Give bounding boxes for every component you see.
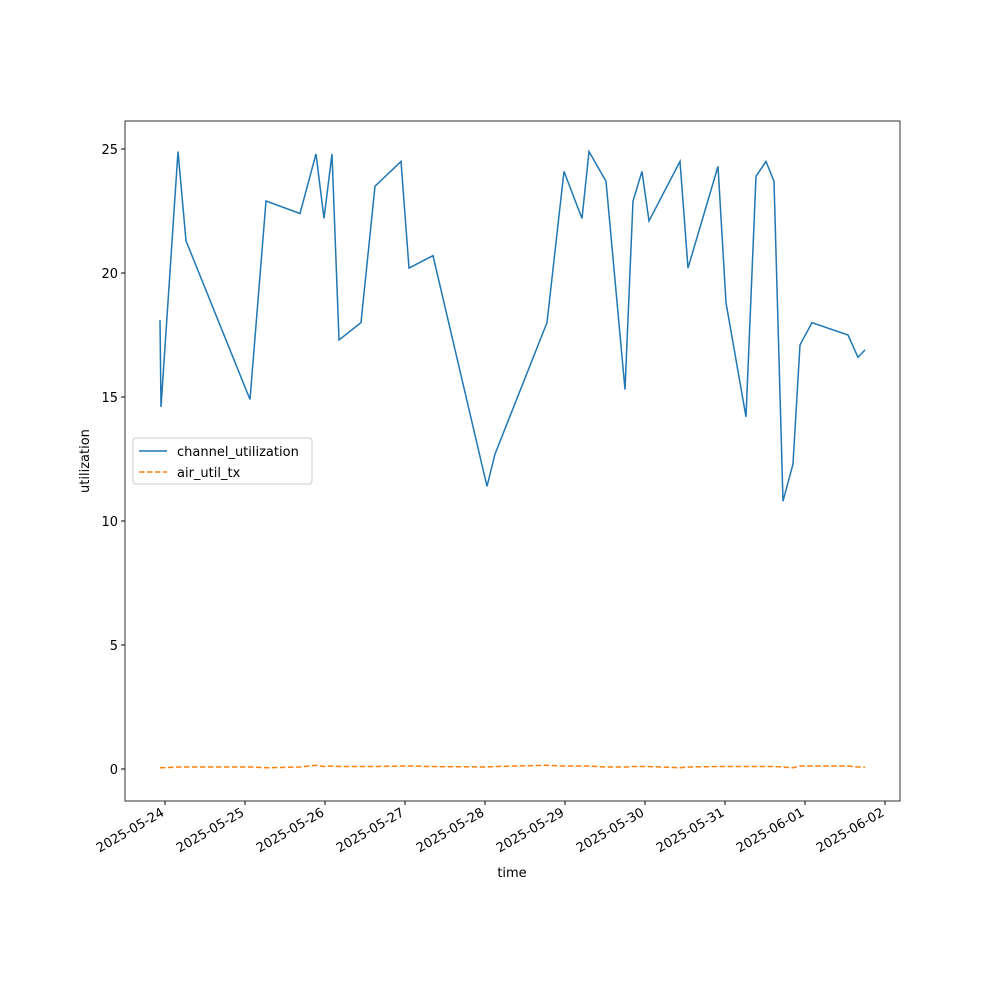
x-tick-label: 2025-05-27: [334, 805, 407, 856]
x-tick-label: 2025-05-29: [494, 805, 567, 856]
series-line: [159, 149, 866, 502]
legend-label: air_util_tx: [177, 466, 241, 481]
y-tick-label: 0: [110, 763, 118, 778]
y-tick-label: 5: [110, 639, 118, 654]
x-tick-label: 2025-06-02: [814, 805, 887, 856]
x-axis-label: time: [497, 866, 526, 881]
x-tick-label: 2025-05-24: [94, 805, 167, 856]
x-tick-label: 2025-05-30: [574, 805, 647, 856]
x-tick-label: 2025-05-26: [254, 805, 327, 856]
legend: channel_utilization air_util_tx: [132, 437, 313, 485]
plot-frame: [124, 120, 901, 802]
y-tick-label: 10: [101, 515, 118, 530]
series-line: [160, 764, 865, 769]
legend-box: [132, 437, 313, 485]
y-tick-label: 15: [101, 391, 118, 406]
y-axis-label: utilization: [78, 429, 93, 493]
x-tick-label: 2025-05-28: [414, 805, 487, 856]
y-tick-label: 25: [101, 143, 118, 158]
x-tick-label: 2025-06-01: [734, 805, 807, 856]
y-tick-label: 20: [101, 267, 118, 282]
x-tick-label: 2025-05-25: [174, 805, 247, 856]
legend-label: channel_utilization: [177, 445, 299, 460]
x-tick-label: 2025-05-31: [654, 805, 727, 856]
